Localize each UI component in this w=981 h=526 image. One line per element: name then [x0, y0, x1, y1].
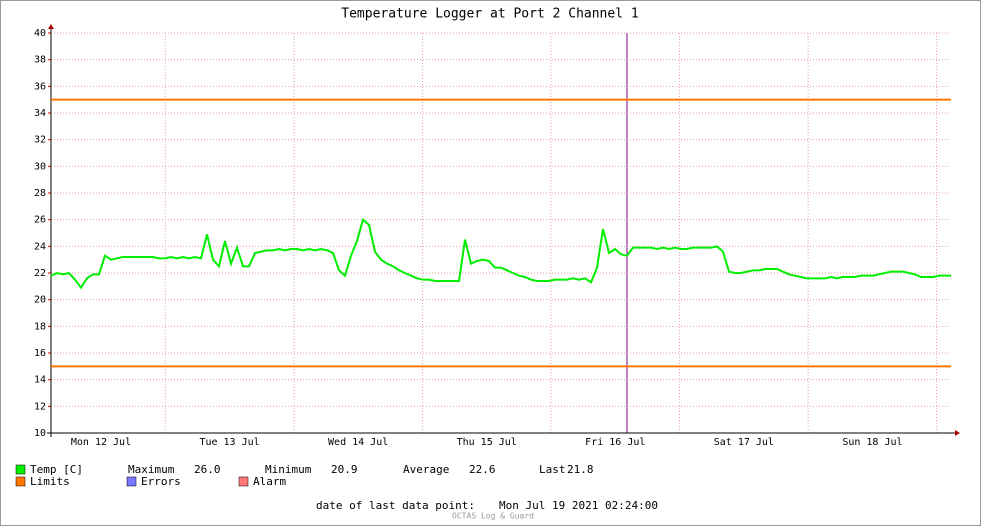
- x-axis-arrow: [955, 430, 960, 436]
- legend-swatch: [238, 476, 249, 487]
- y-axis-arrow: [48, 24, 54, 29]
- legend-label: Temp [C]: [30, 463, 83, 476]
- y-tick-label: 34: [34, 108, 46, 119]
- y-tick-label: 16: [34, 348, 46, 359]
- y-tick-label: 14: [34, 375, 46, 386]
- y-tick-label: 40: [34, 28, 46, 39]
- x-tick-label: Tue 13 Jul: [199, 437, 259, 448]
- chart-title: Temperature Logger at Port 2 Channel 1: [341, 7, 638, 22]
- line-series: [50, 217, 951, 290]
- y-tick-label: 28: [34, 188, 46, 199]
- y-tick-label: 22: [34, 268, 46, 279]
- y-tick-label: 36: [34, 81, 46, 92]
- stat-value: 22.6: [469, 463, 496, 476]
- y-tick-label: 32: [34, 135, 46, 146]
- stat-name: Maximum: [128, 463, 175, 476]
- stat-value: 26.0: [194, 463, 221, 476]
- x-tick-label: Sun 18 Jul: [842, 437, 902, 448]
- x-tick-label: Thu 15 Jul: [457, 437, 517, 448]
- stat-name: Minimum: [265, 463, 312, 476]
- plot-area: [51, 33, 951, 433]
- x-tick-label: Sat 17 Jul: [714, 437, 774, 448]
- x-tick-label: Fri 16 Jul: [585, 437, 645, 448]
- footer-date: Mon Jul 19 2021 02:24:00: [499, 499, 658, 512]
- stat-value: 21.8: [567, 463, 594, 476]
- stat-name: Last: [539, 463, 566, 476]
- y-tick-label: 30: [34, 161, 46, 172]
- watermark: OCTAS Log & Guard: [452, 512, 534, 521]
- stat-name: Average: [403, 463, 449, 476]
- stat-value: 20.9: [331, 463, 358, 476]
- x-tick-label: Mon 12 Jul: [71, 437, 131, 448]
- legend-label: Limits: [30, 475, 70, 488]
- legend-label: Alarm: [253, 475, 286, 488]
- y-tick-label: 10: [34, 428, 46, 439]
- legend-label: Errors: [141, 475, 181, 488]
- footer-label: date of last data point:: [316, 499, 475, 512]
- legend-swatch: [15, 464, 26, 475]
- y-tick-label: 12: [34, 401, 46, 412]
- legend-swatch: [126, 476, 137, 487]
- y-tick-label: 20: [34, 295, 46, 306]
- y-tick-label: 26: [34, 215, 46, 226]
- y-tick-label: 24: [34, 241, 46, 252]
- x-tick-label: Wed 14 Jul: [328, 437, 388, 448]
- legend-swatch: [15, 476, 26, 487]
- y-tick-label: 38: [34, 55, 46, 66]
- y-tick-label: 18: [34, 321, 46, 332]
